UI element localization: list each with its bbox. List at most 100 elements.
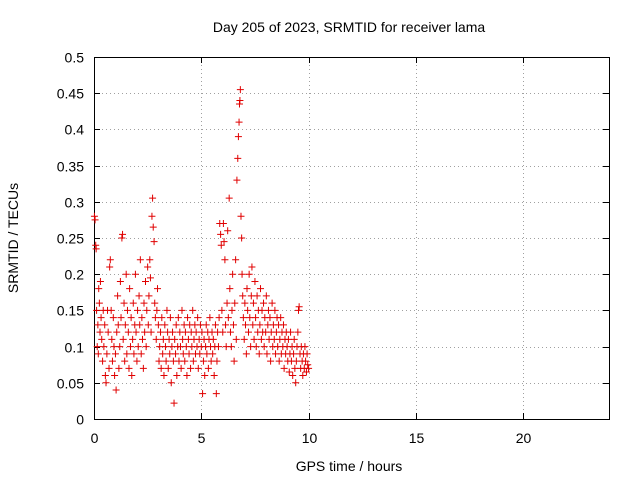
data-point xyxy=(121,357,129,365)
data-point xyxy=(91,216,99,224)
data-point xyxy=(239,314,247,322)
data-point xyxy=(116,277,124,285)
data-point xyxy=(123,350,131,358)
data-point xyxy=(238,270,246,278)
data-point xyxy=(169,328,177,336)
data-point xyxy=(96,328,104,336)
y-tick-label: 0.15 xyxy=(57,303,84,319)
data-point xyxy=(112,386,120,394)
data-point xyxy=(96,277,104,285)
data-point xyxy=(111,372,119,380)
data-point xyxy=(194,364,202,372)
data-point xyxy=(170,399,178,407)
data-point xyxy=(209,350,217,358)
data-point xyxy=(187,364,195,372)
data-point xyxy=(260,299,268,307)
data-point xyxy=(114,292,122,300)
data-point xyxy=(146,256,154,264)
data-point xyxy=(234,133,242,141)
data-point xyxy=(264,306,272,314)
data-point xyxy=(113,328,121,336)
data-point xyxy=(111,350,119,358)
data-point xyxy=(116,343,124,351)
data-point xyxy=(258,306,266,314)
data-point xyxy=(251,277,259,285)
data-point xyxy=(304,361,312,369)
data-point xyxy=(240,335,248,343)
data-point xyxy=(275,357,283,365)
data-point xyxy=(184,314,192,322)
data-point xyxy=(218,306,226,314)
data-point xyxy=(138,314,146,322)
data-point xyxy=(149,194,157,202)
x-tick-label: 15 xyxy=(409,430,425,446)
data-point xyxy=(137,350,145,358)
data-point xyxy=(267,357,275,365)
data-point xyxy=(144,321,152,329)
y-tick-label: 0.1 xyxy=(65,340,85,356)
data-point xyxy=(294,306,302,314)
data-point xyxy=(138,335,146,343)
data-point xyxy=(189,357,197,365)
data-point xyxy=(148,212,156,220)
data-point xyxy=(120,299,128,307)
x-tick-label: 5 xyxy=(198,430,206,446)
data-point xyxy=(226,328,234,336)
y-axis-label: SRMTID / TECUs xyxy=(5,183,21,293)
data-point xyxy=(108,357,116,365)
data-point xyxy=(127,314,135,322)
data-point xyxy=(155,357,163,365)
data-point xyxy=(229,321,237,329)
data-point xyxy=(174,314,182,322)
data-point xyxy=(219,328,227,336)
data-point xyxy=(145,292,153,300)
data-point xyxy=(107,306,115,314)
data-point xyxy=(133,357,141,365)
data-point xyxy=(172,350,180,358)
data-point xyxy=(241,299,249,307)
data-point xyxy=(101,321,109,329)
data-point xyxy=(93,343,101,351)
data-point xyxy=(287,328,295,336)
data-point xyxy=(142,277,149,285)
data-point xyxy=(136,256,144,264)
y-tick-label: 0.35 xyxy=(57,159,84,175)
data-point xyxy=(249,321,257,329)
data-point xyxy=(147,328,155,336)
data-point xyxy=(108,335,116,343)
y-tick-label: 0.45 xyxy=(57,86,84,102)
data-point xyxy=(126,285,134,293)
x-axis-ticks: 0 5 10 15 20 xyxy=(91,57,531,446)
data-point xyxy=(118,234,126,242)
plot-frame xyxy=(94,57,610,420)
data-point xyxy=(244,306,252,314)
data-point xyxy=(129,335,137,343)
y-tick-label: 0.2 xyxy=(65,267,85,283)
data-point xyxy=(249,299,257,307)
data-point xyxy=(199,357,207,365)
data-point xyxy=(279,321,287,329)
data-point xyxy=(181,357,189,365)
data-point xyxy=(266,314,274,322)
data-point xyxy=(166,314,174,322)
y-tick-label: 0.05 xyxy=(57,376,84,392)
data-point xyxy=(142,343,150,351)
y-tick-label: 0 xyxy=(76,412,84,428)
data-point xyxy=(271,306,279,314)
data-point xyxy=(235,118,243,126)
data-point xyxy=(125,364,133,372)
data-point xyxy=(106,263,114,271)
data-point xyxy=(228,306,236,314)
x-axis-label: GPS time / hours xyxy=(296,458,403,474)
data-point xyxy=(129,299,137,307)
data-point xyxy=(94,350,102,358)
data-point xyxy=(248,263,256,271)
data-point xyxy=(95,285,103,293)
data-point xyxy=(230,357,238,365)
data-point xyxy=(173,372,181,380)
data-point xyxy=(217,230,225,238)
data-point xyxy=(128,372,136,380)
data-point xyxy=(189,306,197,314)
data-point xyxy=(90,212,98,220)
